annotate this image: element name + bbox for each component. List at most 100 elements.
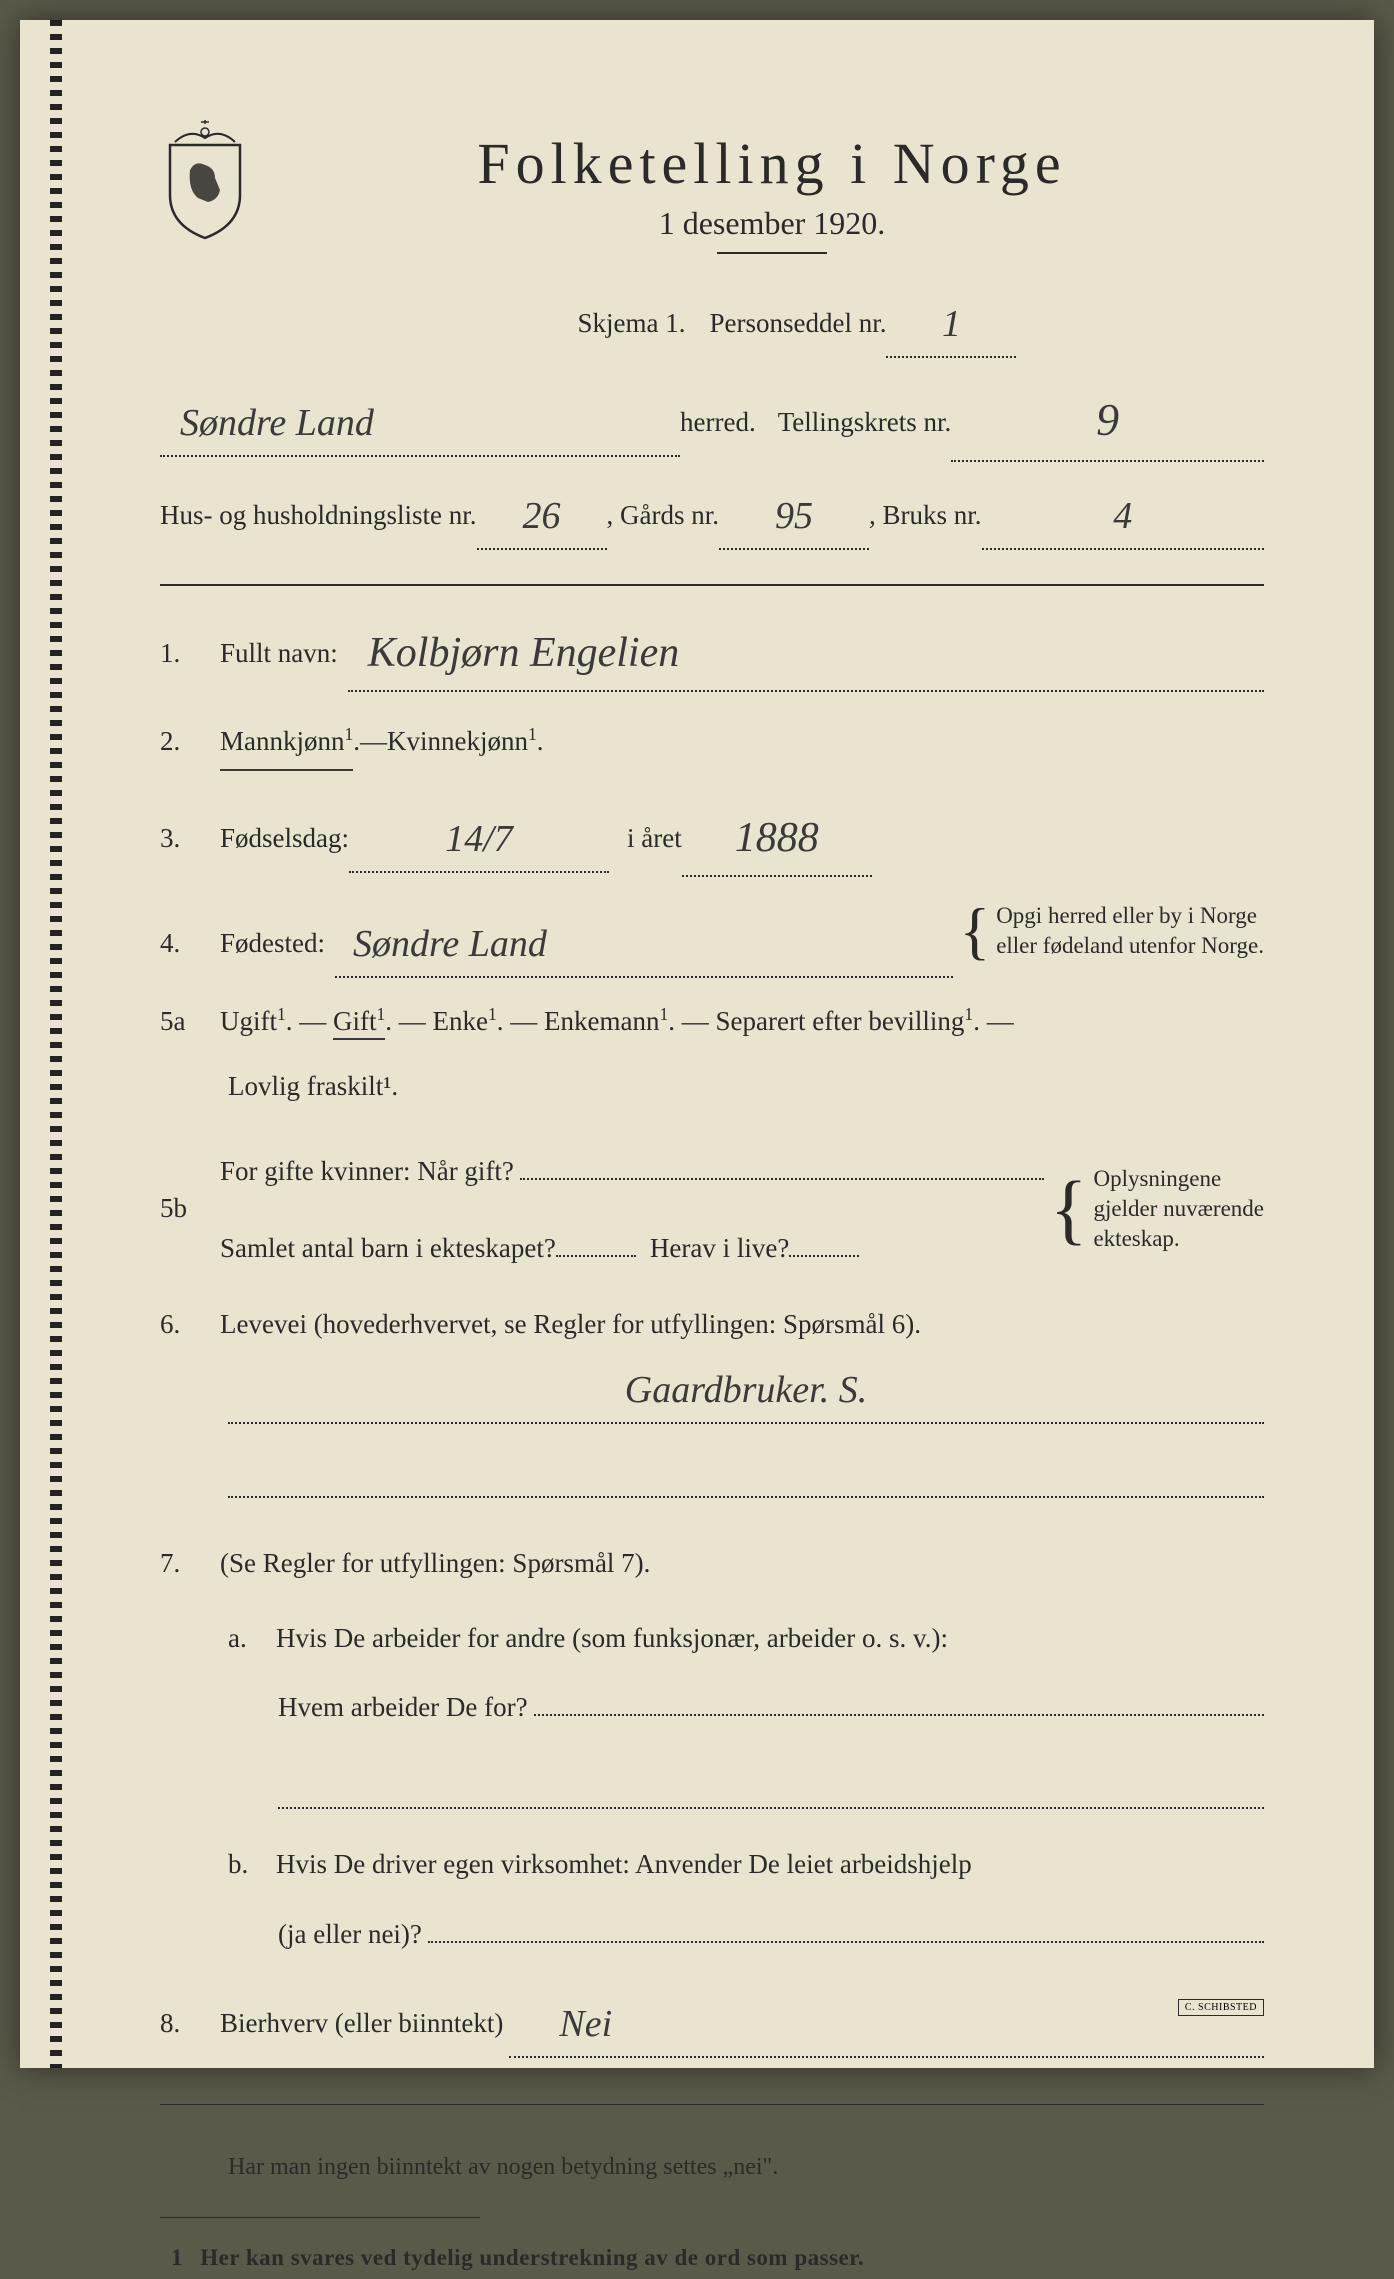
birthday-value: 14/7 — [445, 818, 513, 860]
brace-icon: { — [959, 902, 990, 960]
q6-value-wrap: Gaardbruker. S. — [228, 1350, 1264, 1498]
q5a-line2: Lovlig fraskilt¹. — [228, 1061, 1264, 1112]
q3-num: 3. — [160, 813, 220, 864]
hushold-line: Hus- og husholdningsliste nr. 26 , Gårds… — [160, 476, 1264, 550]
q3-year-label: i året — [627, 813, 682, 864]
q5b-side-text: Oplysningene gjelder nuværende ekteskap. — [1093, 1164, 1264, 1254]
q6-line: 6. Levevei (hovederhvervet, se Regler fo… — [160, 1299, 1264, 1350]
rule-thin — [160, 2104, 1264, 2105]
q5b-brace-block: { Oplysningene gjelder nuværende ekteska… — [1044, 1164, 1264, 1254]
hushold-value: 26 — [523, 495, 561, 537]
q5a-line: 5a Ugift1. — Gift1. — Enke1. — Enkemann1… — [160, 996, 1264, 1047]
tellingskrets-value: 9 — [1096, 394, 1119, 445]
bierhverv-value: Nei — [509, 2003, 612, 2045]
q7a-text2: Hvem arbeider De for? — [278, 1682, 528, 1733]
fullname-value: Kolbjørn Engelien — [348, 630, 679, 676]
bruks-field: 4 — [982, 476, 1264, 550]
personseddel-label: Personseddel nr. — [710, 298, 887, 349]
birthday-field: 14/7 — [349, 799, 609, 873]
q8-label: Bierhverv (eller biinntekt) — [220, 1998, 503, 2049]
q4-line: 4. Fødested: Søndre Land { Opgi herred e… — [160, 901, 1264, 978]
q3-label: Fødselsdag: — [220, 813, 349, 864]
q7b-text2: (ja eller nei)? — [278, 1909, 422, 1960]
personseddel-nr-field: 1 — [886, 284, 1016, 358]
q6-num: 6. — [160, 1299, 220, 1350]
schema-label: Skjema 1. — [578, 298, 686, 349]
brace-icon: { — [1050, 1174, 1087, 1244]
q5b-nargift-field — [520, 1143, 1044, 1181]
footnote-2: 1 Her kan svares ved tydelig understrekn… — [160, 2236, 1264, 2279]
q2-mark1: . — [353, 716, 360, 767]
personseddel-nr-value: 1 — [942, 303, 961, 345]
fullname-field: Kolbjørn Engelien — [348, 610, 1264, 692]
tellingskrets-label: Tellingskrets nr. — [778, 397, 952, 448]
q7b-text1: Hvis De driver egen virksomhet: Anvender… — [276, 1839, 972, 1890]
q6-label: Levevei (hovederhvervet, se Regler for u… — [220, 1299, 921, 1350]
q1-line: 1. Fullt navn: Kolbjørn Engelien — [160, 610, 1264, 692]
schema-line: Skjema 1. Personseddel nr. 1 — [160, 284, 1264, 358]
header-row: Folketelling i Norge 1 desember 1920. — [160, 120, 1264, 254]
gards-field: 95 — [719, 476, 869, 550]
q7b-line2: (ja eller nei)? — [278, 1905, 1264, 1960]
q7-line: 7. (Se Regler for utfyllingen: Spørsmål … — [160, 1538, 1264, 1589]
footnote-separator — [160, 2217, 480, 2218]
herred-label: herred. — [680, 397, 756, 448]
q5b-side3: ekteskap. — [1093, 1226, 1179, 1251]
q5b-live-field — [789, 1220, 859, 1258]
printer-mark: C. SCHIBSTED — [1178, 1999, 1264, 2016]
binding-edge — [50, 20, 62, 2068]
q2-kvinne-text: Kvinnekjønn — [387, 726, 528, 756]
q4-num: 4. — [160, 918, 220, 969]
birthplace-field: Søndre Land — [335, 904, 953, 978]
herred-value: Søndre Land — [160, 402, 374, 444]
q7a-line2: Hvem arbeider De for? — [278, 1679, 1264, 1734]
hushold-label: Hus- og husholdningsliste nr. — [160, 490, 477, 541]
q2-mann-text: Mannkjønn — [220, 726, 345, 756]
q8-line: 8. Bierhverv (eller biinntekt) Nei — [160, 1984, 1264, 2058]
q2-line: 2. Mannkjønn1. — Kvinnekjønn1. — [160, 716, 1264, 771]
q2-num: 2. — [160, 716, 220, 767]
q5b-side1: Oplysningene — [1093, 1166, 1221, 1191]
q7a-line3 — [278, 1772, 1264, 1810]
rule — [160, 584, 1264, 586]
subtitle: 1 desember 1920. — [280, 205, 1264, 242]
q7a-line1: a. Hvis De arbeider for andre (som funks… — [228, 1613, 1264, 1664]
q2-kvinne: Kvinnekjønn1 — [387, 716, 537, 767]
q5b-barn-field — [556, 1220, 636, 1258]
q3-line: 3. Fødselsdag: 14/7 i året 1888 — [160, 795, 1264, 877]
q5b-l1a: For gifte kvinner: Når gift? — [220, 1146, 514, 1197]
levevei-field: Gaardbruker. S. — [228, 1350, 1264, 1424]
birthyear-field: 1888 — [682, 795, 872, 877]
q5b-left: For gifte kvinner: Når gift? Samlet anta… — [220, 1143, 1044, 1275]
bierhverv-field: Nei — [509, 1984, 1264, 2058]
q7a-num: a. — [228, 1613, 276, 1664]
title-underline — [717, 252, 827, 254]
q5a-line2-text: Lovlig fraskilt¹. — [228, 1061, 398, 1112]
q4-side-text: Opgi herred eller by i Norge eller fødel… — [996, 901, 1264, 961]
q1-label: Fullt navn: — [220, 628, 338, 679]
q7-num: 7. — [160, 1538, 220, 1589]
q7a-field — [534, 1679, 1264, 1717]
footnote-2-text: Her kan svares ved tydelig understreknin… — [200, 2245, 864, 2270]
coat-of-arms-icon — [160, 120, 250, 240]
q4-side2: eller fødeland utenfor Norge. — [996, 933, 1264, 958]
tellingskrets-field: 9 — [951, 372, 1264, 461]
q7b-field — [428, 1905, 1264, 1943]
hushold-field: 26 — [477, 476, 607, 550]
q5b-block: 5b For gifte kvinner: Når gift? Samlet a… — [160, 1143, 1264, 1275]
birthplace-value: Søndre Land — [335, 923, 547, 965]
q8-num: 8. — [160, 1998, 220, 2049]
q4-brace-block: { Opgi herred eller by i Norge eller fød… — [953, 901, 1264, 961]
q2-mann: Mannkjønn1 — [220, 716, 353, 771]
levevei-value: Gaardbruker. S. — [625, 1369, 867, 1411]
census-form-page: Folketelling i Norge 1 desember 1920. Sk… — [20, 20, 1374, 2068]
q7a-text1: Hvis De arbeider for andre (som funksjon… — [276, 1613, 948, 1664]
herred-field: Søndre Land — [160, 383, 680, 457]
q7-label: (Se Regler for utfyllingen: Spørsmål 7). — [220, 1538, 650, 1589]
q7b-line1: b. Hvis De driver egen virksomhet: Anven… — [228, 1839, 1264, 1890]
q2-dash: — — [360, 716, 387, 767]
footnote-2-num: 1 — [160, 2236, 194, 2279]
main-title: Folketelling i Norge — [280, 130, 1264, 197]
q2-mark2: . — [537, 716, 544, 767]
q5b-l2a: Samlet antal barn i ekteskapet? — [220, 1223, 556, 1274]
